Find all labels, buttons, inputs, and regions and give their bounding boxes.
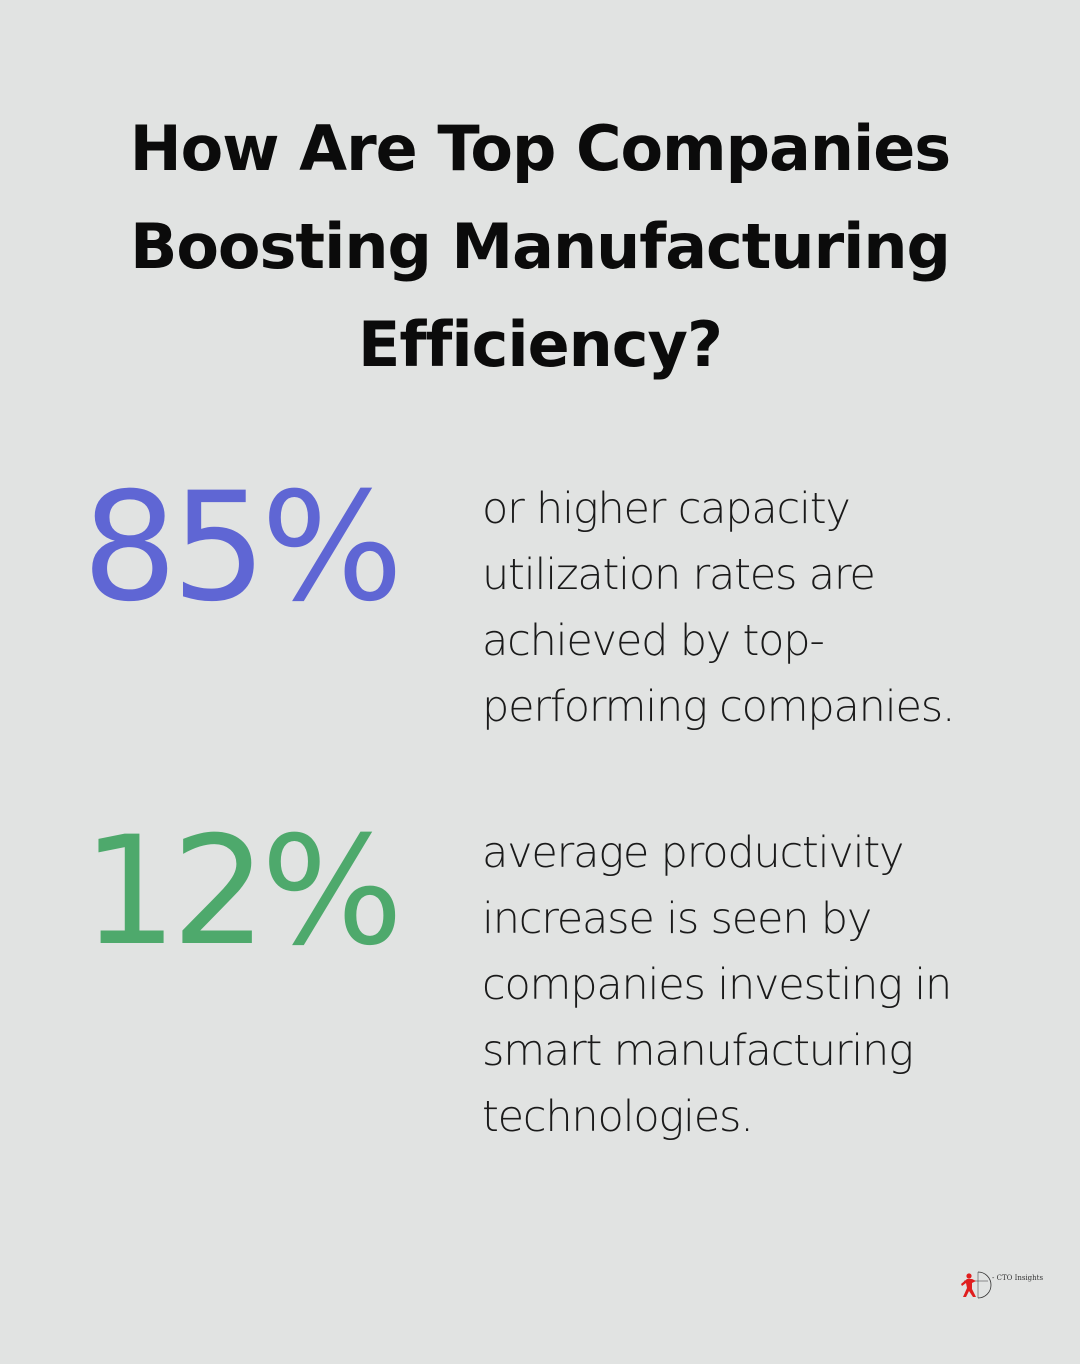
archer-icon (961, 1271, 992, 1299)
page-title: How Are Top Companies Boosting Manufactu… (129, 112, 951, 381)
stat-description: average productivity increase is seen by… (482, 828, 952, 1142)
brand-name: - CTO Insights (992, 1274, 1044, 1282)
stat-description: or higher capacity utilization rates are… (482, 484, 956, 732)
stat-value: 12% (82, 805, 403, 979)
stat-value: 85% (82, 461, 403, 635)
brand-logo: - CTO Insights (958, 1268, 1048, 1302)
